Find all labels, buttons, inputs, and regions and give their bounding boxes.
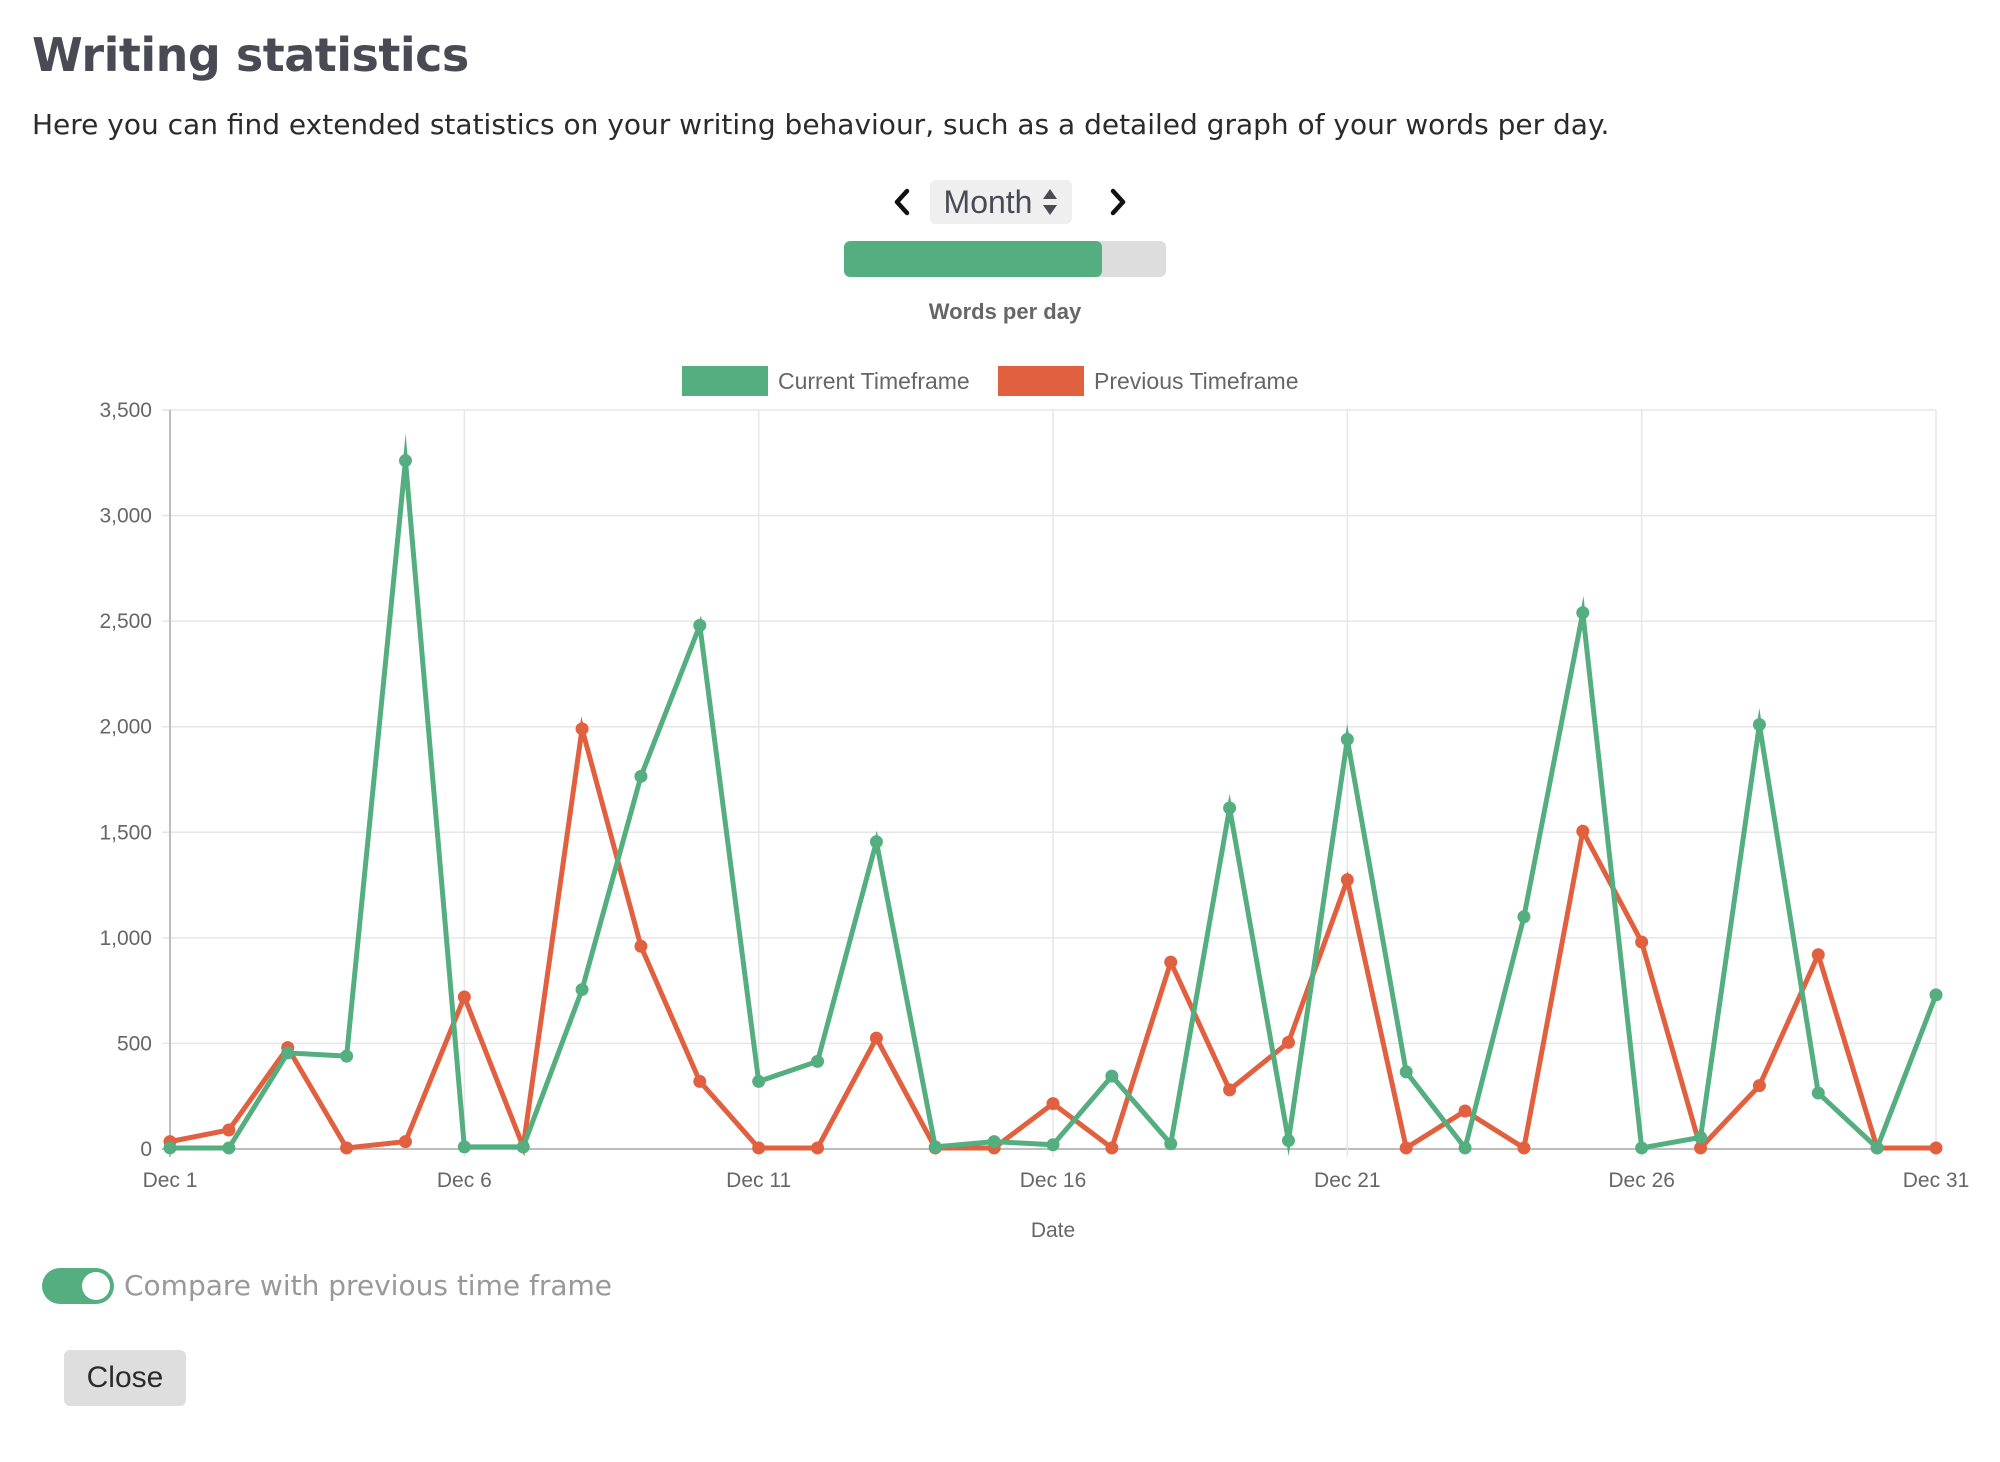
data-point[interactable] <box>1105 1069 1119 1083</box>
timeframe-selected-value: Month <box>943 183 1033 220</box>
data-point[interactable] <box>811 1054 825 1068</box>
data-point[interactable] <box>811 1141 825 1155</box>
chart-legend: Current Timeframe Previous Timeframe <box>682 366 1299 396</box>
data-point[interactable] <box>222 1123 236 1137</box>
progress-bar <box>844 241 1166 277</box>
data-point[interactable] <box>575 722 589 736</box>
x-tick-label: Dec 16 <box>1020 1169 1087 1192</box>
data-point[interactable] <box>1046 1138 1060 1152</box>
data-point[interactable] <box>1399 1065 1413 1079</box>
data-point[interactable] <box>1281 1035 1295 1049</box>
data-point[interactable] <box>693 1074 707 1088</box>
data-point[interactable] <box>1340 873 1354 887</box>
data-point[interactable] <box>1635 935 1649 949</box>
data-point[interactable] <box>1694 1141 1708 1155</box>
data-point[interactable] <box>516 1140 530 1154</box>
data-point[interactable] <box>1458 1141 1472 1155</box>
data-point[interactable] <box>1929 988 1943 1002</box>
data-point[interactable] <box>1576 606 1590 620</box>
progress-bar-fill <box>844 241 1102 277</box>
data-point[interactable] <box>1576 824 1590 838</box>
data-point[interactable] <box>1870 1141 1884 1155</box>
y-tick-label: 500 <box>117 1032 152 1055</box>
data-point[interactable] <box>281 1046 295 1060</box>
data-point[interactable] <box>222 1141 236 1155</box>
data-point[interactable] <box>1281 1134 1295 1148</box>
compare-toggle-knob <box>82 1272 110 1300</box>
data-point[interactable] <box>1340 732 1354 746</box>
compare-toggle[interactable] <box>42 1268 114 1304</box>
legend-label[interactable]: Previous Timeframe <box>1094 368 1299 394</box>
data-point[interactable] <box>1105 1141 1119 1155</box>
page-title: Writing statistics <box>32 28 469 82</box>
data-point[interactable] <box>1164 1137 1178 1151</box>
data-point[interactable] <box>869 835 883 849</box>
data-point[interactable] <box>1517 910 1531 924</box>
compare-label: Compare with previous time frame <box>124 1269 613 1302</box>
data-point[interactable] <box>575 983 589 997</box>
data-point[interactable] <box>457 1140 471 1154</box>
data-point[interactable] <box>1694 1130 1708 1144</box>
chart-series <box>163 433 1943 1157</box>
data-point[interactable] <box>340 1141 354 1155</box>
data-point[interactable] <box>457 990 471 1004</box>
data-point[interactable] <box>634 939 648 953</box>
data-point[interactable] <box>693 618 707 632</box>
y-tick-label: 1,500 <box>99 821 152 844</box>
legend-swatch <box>682 366 768 396</box>
data-point[interactable] <box>1752 718 1766 732</box>
data-point[interactable] <box>340 1049 354 1063</box>
x-tick-label: Dec 21 <box>1314 1169 1381 1192</box>
x-tick-label: Dec 26 <box>1608 1169 1675 1192</box>
y-tick-label: 3,500 <box>99 399 152 422</box>
data-point[interactable] <box>634 769 648 783</box>
x-tick-label: Dec 1 <box>143 1169 198 1192</box>
x-tick-label: Dec 11 <box>726 1169 791 1192</box>
x-axis-title: Date <box>1031 1219 1075 1242</box>
data-point[interactable] <box>987 1135 1001 1149</box>
data-point[interactable] <box>1517 1141 1531 1155</box>
y-tick-label: 1,000 <box>99 927 152 950</box>
close-button[interactable]: Close <box>64 1350 186 1406</box>
data-point[interactable] <box>752 1141 766 1155</box>
next-timeframe-button[interactable] <box>1098 180 1138 224</box>
data-point[interactable] <box>869 1031 883 1045</box>
y-tick-label: 0 <box>140 1138 152 1161</box>
x-tick-label: Dec 31 <box>1903 1169 1970 1192</box>
data-point[interactable] <box>752 1074 766 1088</box>
legend-label[interactable]: Current Timeframe <box>778 368 970 394</box>
chart-title: Words per day <box>928 299 1082 324</box>
timeframe-select[interactable]: Month <box>930 180 1072 224</box>
data-point[interactable] <box>1635 1141 1649 1155</box>
data-point[interactable] <box>1046 1097 1060 1111</box>
chevron-right-icon <box>1110 188 1126 216</box>
data-point[interactable] <box>1752 1079 1766 1093</box>
page-description: Here you can find extended statistics on… <box>32 108 1610 141</box>
y-tick-label: 2,000 <box>99 716 152 739</box>
previous-timeframe-button[interactable] <box>882 180 922 224</box>
x-axis: Dec 1 Dec 6 Dec 11 Dec 16 Dec 21 Dec 26 Dec 31 <box>143 1169 1970 1192</box>
x-tick-label: Dec 6 <box>437 1169 492 1192</box>
data-point[interactable] <box>928 1140 942 1154</box>
data-point[interactable] <box>163 1141 177 1155</box>
data-point[interactable] <box>1811 1086 1825 1100</box>
y-tick-label: 2,500 <box>99 610 152 633</box>
y-tick-label: 3,000 <box>99 505 152 528</box>
data-point[interactable] <box>1458 1104 1472 1118</box>
data-point[interactable] <box>1164 955 1178 969</box>
words-per-day-chart: Current Timeframe Previous Timeframe 0 500… <box>99 366 1970 1242</box>
data-point[interactable] <box>398 1135 412 1149</box>
data-point[interactable] <box>1929 1141 1943 1155</box>
legend-swatch <box>998 366 1084 396</box>
sort-arrows-icon <box>1043 189 1058 215</box>
data-point[interactable] <box>398 454 412 468</box>
data-point[interactable] <box>1811 948 1825 962</box>
data-point[interactable] <box>1223 1083 1237 1097</box>
data-point[interactable] <box>1399 1141 1413 1155</box>
data-point[interactable] <box>1223 801 1237 815</box>
chevron-left-icon <box>894 188 910 216</box>
y-axis: 0 500 1,000 1,500 2,000 2,500 3,000 3,500 <box>99 399 152 1161</box>
